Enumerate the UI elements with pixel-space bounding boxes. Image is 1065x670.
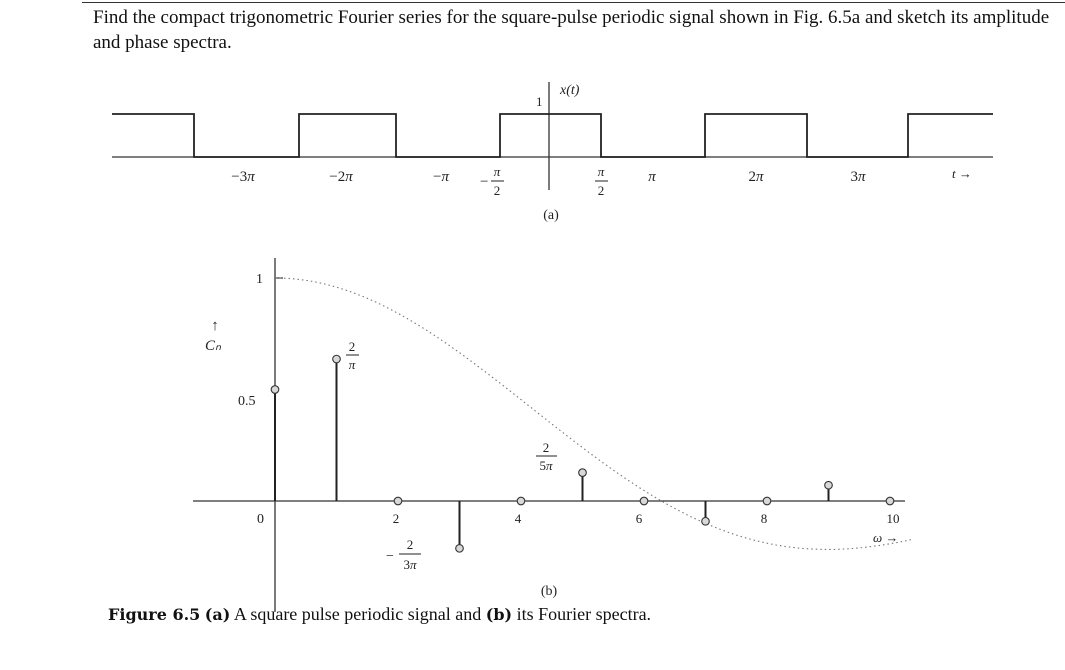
square-pulse-waveform <box>112 113 993 158</box>
omega-axis-label: ω → <box>873 530 898 545</box>
stem-point-9 <box>824 480 833 490</box>
stem-point-8 <box>762 496 772 506</box>
x-tick-6: 6 <box>636 511 643 526</box>
y-tick-label-0: 0 <box>257 512 264 527</box>
stem-point-3 <box>455 543 464 553</box>
svg-text:2: 2 <box>407 537 414 552</box>
svg-text:5π: 5π <box>539 458 553 473</box>
svg-text:−: − <box>480 174 488 190</box>
annotation-2-over-pi: 2 π <box>346 339 359 372</box>
svg-text:−: − <box>386 549 394 564</box>
y-axis-label: Cₙ <box>205 338 222 354</box>
caption-text-a: A square pulse periodic signal and <box>233 604 482 624</box>
annotation-2-over-5pi: 2 5π <box>536 440 557 473</box>
tick-minus-pi: −π <box>433 169 449 185</box>
caption-text-b: its Fourier spectra. <box>516 604 652 624</box>
svg-text:2: 2 <box>543 440 550 455</box>
amplitude-label: 1 <box>536 94 543 109</box>
problem-statement: Find the compact trigonometric Fourier s… <box>93 7 1050 53</box>
tick-pi-half: π 2 <box>595 164 608 198</box>
svg-text:π: π <box>494 164 501 179</box>
svg-text:π: π <box>349 357 356 372</box>
stem-point-7 <box>701 516 710 526</box>
svg-text:π: π <box>598 164 605 179</box>
tick-pi: π <box>648 169 656 185</box>
t-axis-label: t → <box>952 166 972 181</box>
sinc-envelope-curve <box>275 277 912 550</box>
stem-point-1 <box>332 354 341 364</box>
y-tick-label-1: 1 <box>256 272 263 287</box>
figure-caption: Figure 6.5 (a) A square pulse periodic s… <box>108 604 651 625</box>
y-tick-label-0-5: 0.5 <box>238 394 256 409</box>
x-tick-8: 8 <box>761 511 768 526</box>
figure-b: 1 0.5 0 ↑ Cₙ 2 4 6 8 10 ω → 2 π 2 5π − 2… <box>193 258 912 612</box>
figure-number: Figure 6.5 <box>108 605 201 624</box>
x-tick-2: 2 <box>393 511 400 526</box>
figure-a: x(t) 1 t → −3π −2π −π − π 2 π 2 π 2π 3π … <box>112 82 993 223</box>
spectrum-stems <box>270 354 895 553</box>
up-arrow-icon: ↑ <box>211 318 219 334</box>
annotation-minus-2-over-3pi: − 2 3π <box>386 537 421 572</box>
tick-3pi: 3π <box>850 169 866 185</box>
tick-2pi: 2π <box>748 169 764 185</box>
signal-label: x(t) <box>559 83 580 98</box>
stem-point-5 <box>578 468 587 477</box>
caption-part-a: (a) <box>204 605 231 624</box>
stem-point-6 <box>639 496 649 506</box>
tick-minus-2pi: −2π <box>329 169 353 185</box>
stem-point-4 <box>516 496 526 506</box>
x-tick-4: 4 <box>515 511 522 526</box>
tick-minus-pi-half: − π 2 <box>480 164 504 198</box>
x-tick-10: 10 <box>887 511 900 526</box>
svg-text:2: 2 <box>494 183 501 198</box>
stem-point-0 <box>270 385 280 394</box>
panel-a-label: (a) <box>543 208 559 223</box>
tick-minus-3pi: −3π <box>231 169 255 185</box>
panel-b-label: (b) <box>541 584 558 599</box>
svg-text:2: 2 <box>598 183 605 198</box>
stem-point-2 <box>393 496 403 506</box>
stem-point-10 <box>885 496 895 506</box>
svg-text:3π: 3π <box>403 557 417 572</box>
caption-part-b: (b) <box>485 605 513 624</box>
top-rule <box>82 2 1065 3</box>
svg-text:2: 2 <box>349 339 356 354</box>
